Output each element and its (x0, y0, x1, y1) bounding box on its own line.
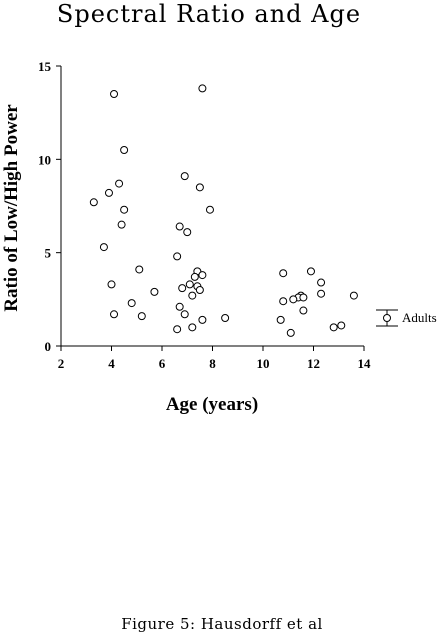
data-point (276, 315, 285, 324)
data-point (299, 306, 308, 315)
data-point (190, 272, 199, 281)
data-point (279, 269, 288, 278)
data-point (185, 280, 194, 289)
data-point (299, 293, 308, 302)
legend: Adults (376, 309, 437, 327)
data-point (188, 291, 197, 300)
x-tick-label: 10 (257, 356, 270, 371)
data-point (195, 286, 204, 294)
x-tick-label: 4 (108, 356, 115, 371)
data-point (89, 198, 98, 207)
y-axis-title: Ratio of Low/High Power (1, 104, 22, 312)
y-tick-label: 5 (45, 246, 52, 261)
figure-caption: Figure 5: Hausdorff et al (121, 615, 323, 633)
data-point (120, 205, 129, 214)
y-tick-label: 0 (45, 339, 52, 354)
data-point (110, 310, 119, 319)
data-points (89, 84, 358, 337)
x-ticks: 2 4 6 8 10 12 14 (58, 346, 371, 371)
data-point (107, 280, 116, 289)
data-point (188, 323, 197, 332)
plot-axes (60, 66, 364, 347)
data-point (115, 179, 124, 188)
data-point (99, 243, 108, 252)
data-point (110, 90, 119, 98)
legend-label-adults: Adults (402, 310, 437, 325)
data-point (286, 328, 295, 337)
x-tick-label: 6 (159, 356, 166, 371)
data-point (198, 315, 207, 324)
x-axis-title: Age (years) (166, 394, 258, 415)
y-tick-label: 10 (38, 152, 51, 167)
data-point (198, 271, 207, 280)
data-point (175, 302, 184, 311)
data-point (317, 278, 326, 287)
x-tick-label: 8 (209, 356, 216, 371)
data-point (195, 183, 204, 192)
data-point (289, 295, 298, 304)
data-point (349, 291, 358, 300)
data-point (135, 265, 144, 274)
data-point (180, 172, 189, 181)
data-point (120, 146, 129, 154)
x-tick-label: 2 (58, 356, 65, 371)
data-point (180, 310, 189, 319)
data-point (205, 205, 214, 214)
data-point (337, 321, 346, 330)
data-point (198, 84, 207, 93)
data-point (117, 220, 126, 229)
data-point (329, 323, 338, 332)
x-tick-label: 14 (358, 356, 372, 371)
data-point (178, 284, 187, 293)
data-point (150, 287, 159, 296)
x-tick-label: 12 (307, 356, 320, 371)
data-point (127, 299, 136, 308)
data-point (306, 267, 315, 276)
data-point (175, 222, 184, 231)
data-point (221, 314, 230, 322)
y-ticks: 0 5 10 15 (38, 59, 61, 354)
data-point (183, 228, 192, 237)
data-point (317, 289, 326, 298)
data-point (137, 312, 146, 321)
data-point (279, 297, 288, 306)
legend-marker (383, 314, 391, 322)
data-point (104, 188, 113, 197)
y-tick-label: 15 (38, 59, 52, 74)
data-point (173, 252, 182, 261)
chart-title: Spectral Ratio and Age (57, 0, 361, 28)
data-point (173, 325, 182, 334)
